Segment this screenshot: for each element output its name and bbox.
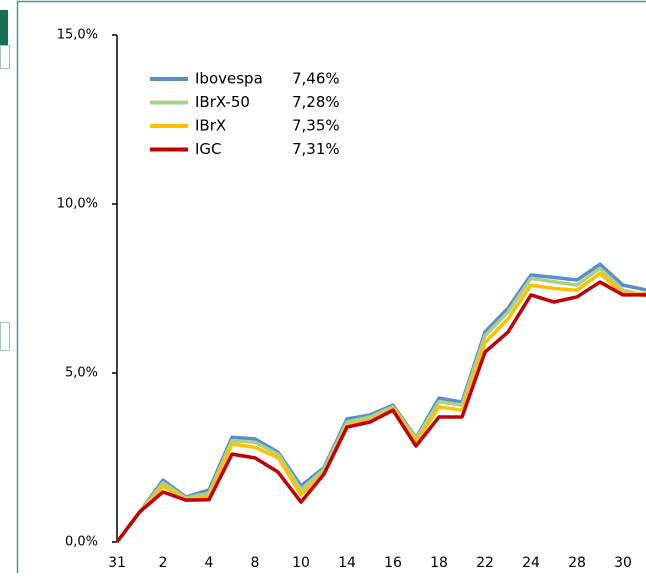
y-tick-label: 15,0% (57, 28, 98, 43)
x-tick-label: 22 (476, 555, 494, 571)
legend-value: 7,28% (292, 93, 340, 111)
side-tab (0, 10, 8, 45)
legend-value: 7,46% (292, 70, 340, 88)
side-box (1, 323, 10, 351)
x-tick-label: 8 (251, 555, 260, 571)
y-tick-label: 0,0% (65, 535, 98, 550)
side-box (1, 46, 10, 69)
x-tick-label: 14 (338, 555, 356, 571)
x-tick-label: 16 (384, 555, 402, 571)
legend-value: 7,35% (292, 117, 340, 135)
x-tick-label: 24 (522, 555, 540, 571)
x-tick-label: 2 (159, 555, 168, 571)
y-tick-label: 5,0% (65, 366, 98, 381)
y-tick-label: 10,0% (57, 197, 98, 212)
x-tick-label: 31 (108, 555, 126, 571)
x-tick-label: 30 (614, 555, 632, 571)
legend-name: Ibovespa (195, 70, 263, 88)
legend-name: IBrX-50 (195, 93, 250, 111)
legend-value: 7,31% (292, 140, 340, 158)
legend-name: IBrX (195, 117, 226, 135)
x-tick-label: 4 (205, 555, 214, 571)
x-tick-label: 10 (292, 555, 310, 571)
series-line (117, 273, 646, 542)
legend-name: IGC (195, 140, 222, 158)
x-tick-label: 28 (568, 555, 586, 571)
x-tick-label: 18 (430, 555, 448, 571)
